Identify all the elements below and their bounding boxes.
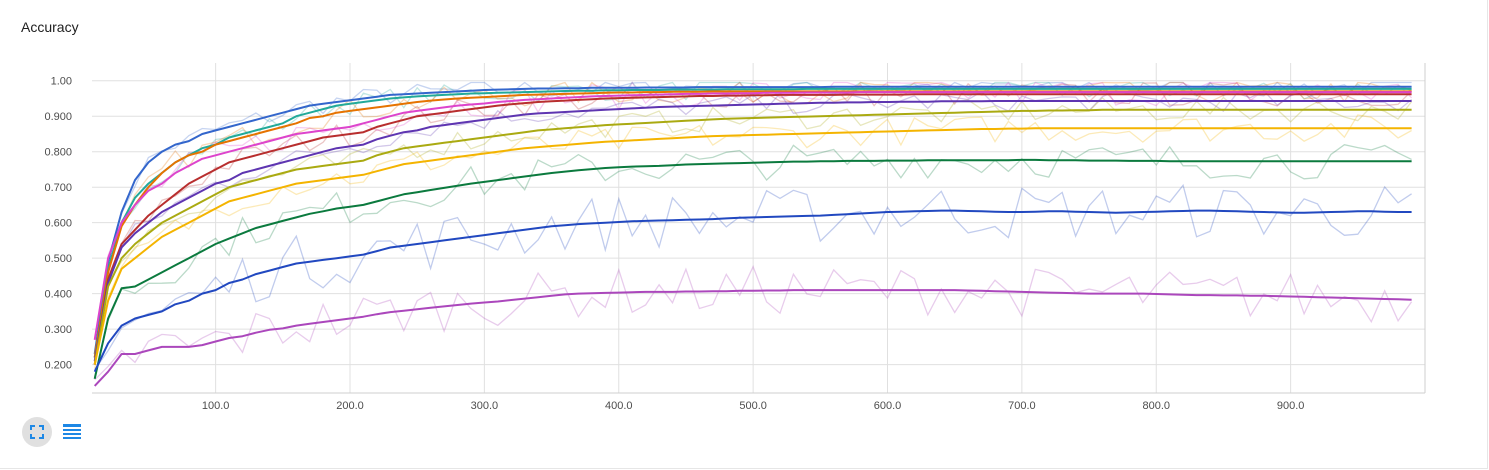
y-tick-label: 0.600 (44, 218, 72, 230)
x-tick-label: 700.0 (1008, 400, 1036, 412)
y-tick-label: 0.200 (44, 360, 72, 372)
x-tick-label: 100.0 (202, 400, 230, 412)
y-tick-label: 0.500 (44, 253, 72, 265)
series-line[interactable] (93, 87, 1412, 358)
series-line[interactable] (93, 209, 1412, 373)
x-tick-label: 900.0 (1277, 400, 1305, 412)
y-tick-label: 0.800 (44, 147, 72, 159)
series-line[interactable] (93, 108, 1412, 365)
series-line[interactable] (93, 91, 1412, 340)
x-tick-label: 800.0 (1142, 400, 1170, 412)
y-tick-label: 1.00 (51, 76, 72, 88)
series-line[interactable] (93, 85, 1412, 355)
series-line[interactable] (93, 127, 1412, 365)
raw-series-line (94, 144, 1412, 377)
x-tick-label: 200.0 (336, 400, 364, 412)
y-tick-label: 0.700 (44, 182, 72, 194)
y-tick-label: 0.400 (44, 289, 72, 301)
grid-lines (92, 63, 1425, 393)
x-tick-label: 600.0 (874, 400, 902, 412)
raw-series-line (94, 114, 1412, 369)
toggle-data-table-button[interactable] (61, 421, 83, 443)
expand-icon (30, 425, 44, 439)
data-table-icon (63, 424, 81, 439)
series-line[interactable] (93, 158, 1412, 380)
raw-series-line (94, 183, 1412, 371)
series-line[interactable] (93, 100, 1412, 362)
axis: 0.200 0.300 0.400 0.500 0.600 0.700 0.800 0.900… (44, 63, 1426, 412)
y-tick-label: 0.300 (44, 324, 72, 336)
smoothed-series-group (93, 85, 1412, 387)
expand-chart-button[interactable] (22, 417, 52, 447)
x-tick-label: 500.0 (739, 400, 767, 412)
raw-series-line (94, 265, 1413, 381)
series-line[interactable] (93, 289, 1412, 387)
y-tick-label: 0.900 (44, 111, 72, 123)
x-tick-label: 300.0 (471, 400, 499, 412)
chart-title: Accuracy (21, 19, 79, 35)
x-tick-label: 400.0 (605, 400, 633, 412)
series-line[interactable] (93, 93, 1412, 365)
